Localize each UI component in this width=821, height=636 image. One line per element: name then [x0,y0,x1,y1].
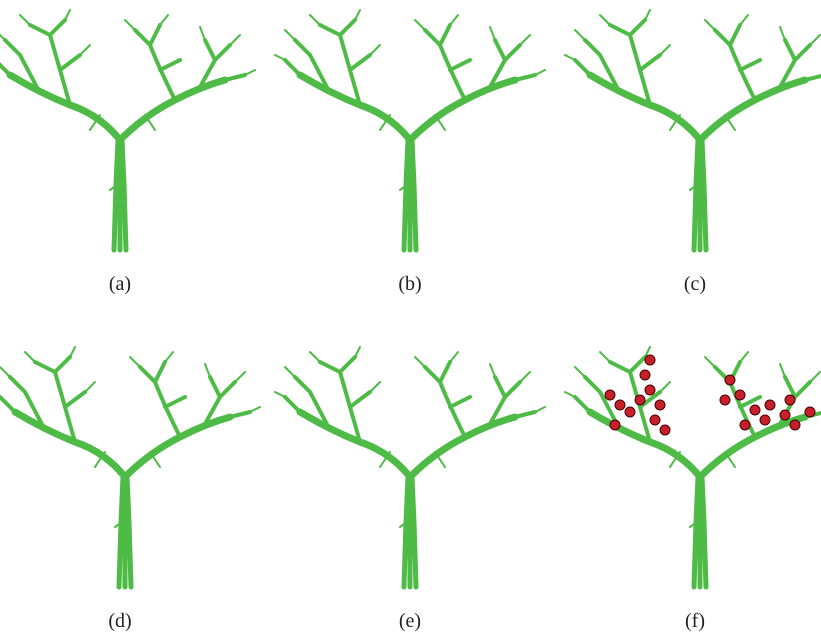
tree-image [0,347,260,587]
tree-image [275,10,545,250]
tree-image [0,10,255,250]
panel-label: (c) [684,273,706,295]
panel-label: (b) [398,273,421,295]
tree-image [565,10,821,250]
panel-label: (e) [399,610,421,632]
panel-label: (a) [109,273,131,295]
figure: (a) (b) (c) (d) (e) (f) [0,0,821,636]
panel-label: (f) [685,610,705,632]
tree-image [275,347,545,587]
panel-label: (d) [108,610,131,632]
page: {"panels": [{"label": "(a)"}, {"label": … [0,0,821,636]
tree-image [565,347,821,587]
